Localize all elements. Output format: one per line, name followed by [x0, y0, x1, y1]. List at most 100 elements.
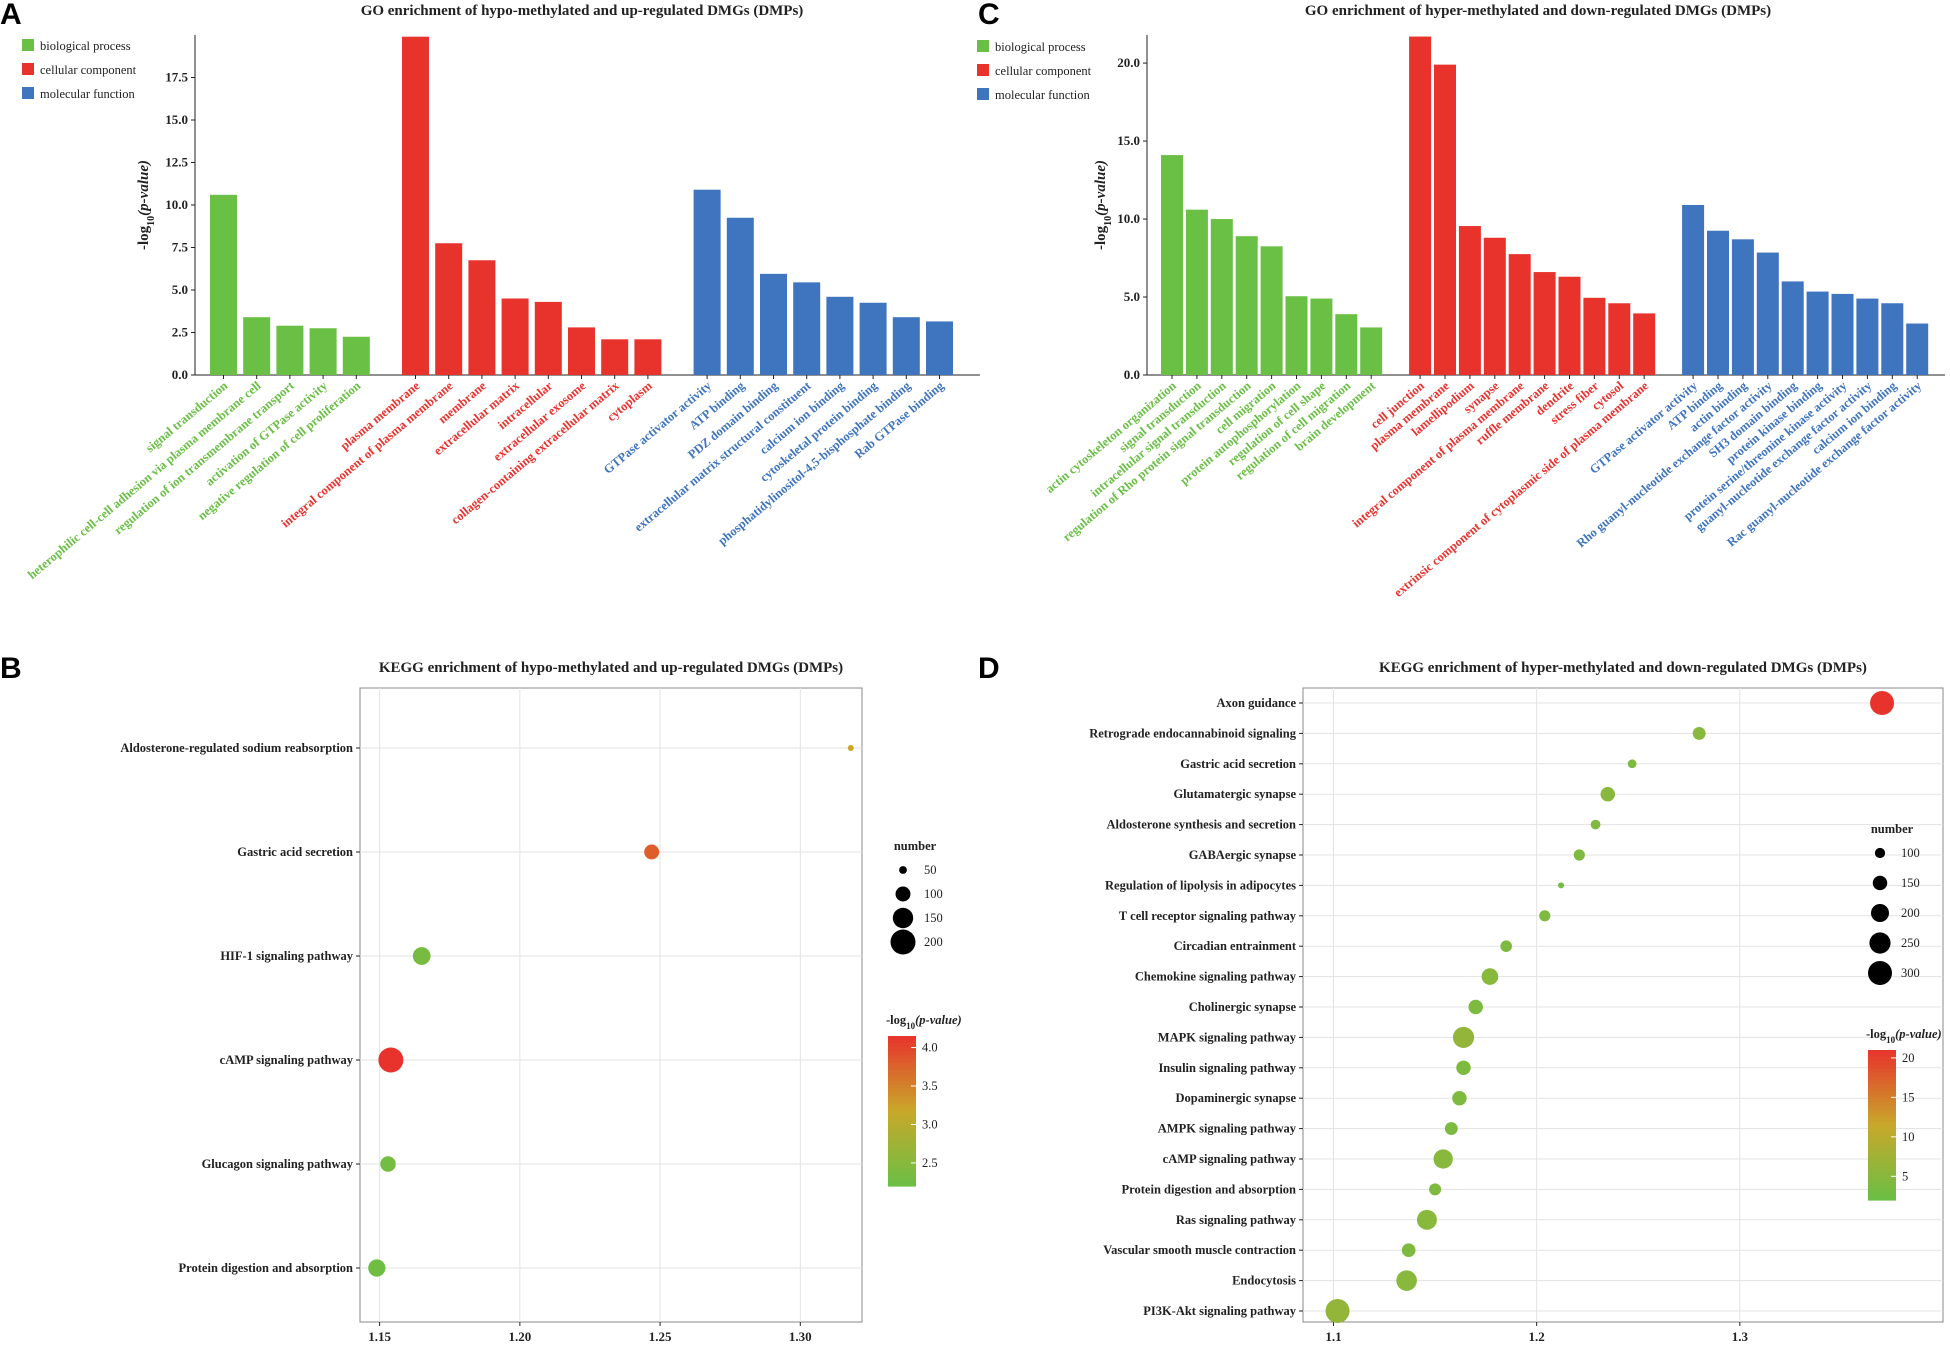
plot-frame	[359, 687, 863, 1323]
colorbar-segment	[888, 1088, 916, 1093]
colorbar-segment	[1868, 1053, 1896, 1059]
bar-signal-transduction	[210, 194, 237, 375]
colorbar-segment	[888, 1174, 916, 1180]
colorbar-segment	[1868, 1158, 1896, 1164]
size-legend-label: 200	[1901, 906, 1920, 920]
bar-cell-migration	[1260, 246, 1283, 375]
colorbar-segment	[1868, 1050, 1896, 1055]
chart-title: GO enrichment of hyper-methylated and do…	[1305, 3, 1771, 19]
y-axis-label: -log10(p-value)	[1093, 160, 1114, 250]
x-tick-label: 1.30	[789, 1329, 812, 1344]
pathway-label-t-cell-receptor-signaling-pathway: T cell receptor signaling pathway	[1119, 909, 1297, 923]
point-axon-guidance	[1870, 691, 1895, 715]
legend-swatch-biological-process	[22, 39, 34, 51]
bar-pdz-domain-binding	[760, 273, 787, 375]
colorbar-segment	[1868, 1095, 1896, 1100]
legend-swatch-biological-process	[977, 40, 989, 52]
colorbar-segment	[888, 1156, 916, 1161]
pathway-label-aldosterone-synthesis-and-secretion: Aldosterone synthesis and secretion	[1107, 818, 1297, 832]
bar-extracellular-matrix	[501, 298, 529, 375]
colorbar-segment	[888, 1182, 916, 1187]
colorbar-segment	[888, 1096, 916, 1101]
colorbar-segment	[888, 1129, 916, 1135]
go-bar-chart-c: GO enrichment of hyper-methylated and do…	[977, 3, 1945, 600]
bar-extracellular-exosome	[568, 327, 595, 375]
colorbar-segment	[1868, 1192, 1896, 1197]
bar-atp-binding	[1707, 230, 1729, 375]
size-legend-title: number	[1871, 822, 1914, 836]
colorbar-segment	[1868, 1151, 1896, 1156]
colorbar-segment	[888, 1092, 916, 1097]
legend-swatch-cellular-component	[22, 63, 34, 75]
pathway-label-pi3k-akt-signaling-pathway: PI3K-Akt signaling pathway	[1143, 1304, 1297, 1318]
colorbar-segment	[888, 1163, 916, 1168]
colorbar-segment	[888, 1137, 916, 1142]
point-chemokine-signaling-pathway	[1481, 968, 1499, 985]
y-tick-label: 10.0	[1117, 211, 1140, 226]
pathway-label-cholinergic-synapse: Cholinergic synapse	[1189, 1000, 1297, 1014]
y-tick-label: 0.0	[172, 367, 188, 382]
colorbar-segment	[888, 1141, 916, 1146]
size-legend-dot	[895, 886, 911, 902]
bar-integral-component-of-plasma-membrane	[1508, 254, 1531, 375]
bar-signal-transduction	[1185, 209, 1208, 375]
bar-intracellular	[534, 301, 562, 375]
bar-sh3-domain-binding	[1781, 281, 1804, 375]
x-tick-label: 1.1	[1325, 1329, 1341, 1344]
bar-phosphatidylinositol-4-5-bisphosphate-binding	[892, 317, 920, 375]
color-legend-title: -log10(p-value)	[886, 1013, 962, 1031]
size-legend-title: number	[894, 839, 937, 853]
chart-title: GO enrichment of hypo-methylated and up-…	[361, 3, 804, 19]
colorbar-segment	[1868, 1068, 1896, 1074]
size-legend-dot	[899, 866, 907, 874]
pathway-label-circadian-entrainment: Circadian entrainment	[1174, 939, 1297, 953]
colorbar-segment	[1868, 1162, 1896, 1167]
point-pi3k-akt-signaling-pathway	[1325, 1299, 1350, 1323]
legend-label-cellular-component: cellular component	[40, 63, 137, 77]
ylabel-suffix: (p-value)	[136, 160, 152, 216]
bar-lamellipodium	[1458, 226, 1481, 375]
size-legend-dot	[1868, 961, 1892, 985]
colorbar-segment	[888, 1077, 916, 1082]
colorbar-segment	[1868, 1166, 1896, 1171]
colorbar-tick-label: 3.5	[922, 1079, 938, 1093]
colorbar-segment	[888, 1051, 916, 1056]
pathway-label-regulation-of-lipolysis-in-adipocytes: Regulation of lipolysis in adipocytes	[1105, 878, 1296, 892]
colorbar-segment	[1868, 1113, 1896, 1119]
pathway-label-camp-signaling-pathway: cAMP signaling pathway	[1163, 1152, 1297, 1166]
colorbar-segment	[1868, 1143, 1896, 1149]
point-retrograde-endocannabinoid-signaling	[1692, 726, 1706, 740]
colorbar-tick-label: 15	[1902, 1090, 1915, 1104]
legend-label-biological-process: biological process	[40, 39, 131, 53]
y-tick-label: 5.0	[172, 282, 188, 297]
colorbar-segment	[888, 1152, 916, 1157]
ylabel-subscript: 10	[146, 216, 157, 226]
plot-frame	[1302, 687, 1944, 1323]
colorbar-segment	[1868, 1121, 1896, 1126]
colorbar-segment	[1868, 1155, 1896, 1160]
colorbar-segment	[888, 1122, 916, 1127]
point-aldosterone-regulated-sodium-reabsorption	[847, 745, 854, 751]
size-legend-label: 150	[1901, 876, 1920, 890]
chart-title: KEGG enrichment of hypo-methylated and u…	[379, 660, 843, 676]
bar-dendrite	[1558, 276, 1581, 375]
x-tick-label: 1.20	[508, 1329, 531, 1344]
size-legend-label: 250	[1901, 936, 1920, 950]
bar-collagen-containing-extracellular-matrix	[601, 339, 629, 375]
bar-cytoplasm	[634, 339, 662, 375]
y-tick-label: 10.0	[165, 197, 188, 212]
size-legend-label: 100	[924, 887, 943, 901]
pathway-label-ras-signaling-pathway: Ras signaling pathway	[1176, 1213, 1297, 1227]
colorbar-segment	[1868, 1185, 1896, 1190]
colorbar-segment	[1868, 1170, 1896, 1175]
colorbar-segment	[888, 1069, 916, 1075]
point-insulin-signaling-pathway	[1456, 1060, 1471, 1076]
point-camp-signaling-pathway	[1433, 1149, 1453, 1169]
point-camp-signaling-pathway	[378, 1047, 404, 1073]
point-cholinergic-synapse	[1468, 999, 1483, 1015]
colorbar-segment	[1868, 1098, 1896, 1104]
y-tick-label: 5.0	[1124, 289, 1140, 304]
colorbar-segment	[1868, 1083, 1896, 1089]
colorbar-segment	[1868, 1106, 1896, 1111]
bar-protein-serine-threonine-kinase-activity	[1831, 293, 1854, 375]
